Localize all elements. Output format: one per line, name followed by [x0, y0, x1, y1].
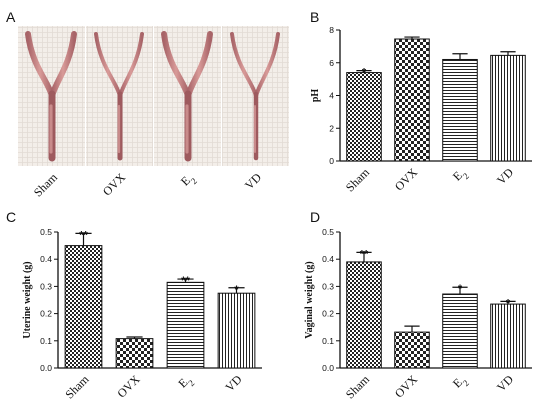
specimen-photo: Sham OVX E2 VD [18, 26, 289, 199]
error-bar-sham [75, 232, 92, 246]
error-bar-e2 [452, 53, 468, 60]
y-tick-label: 8 [329, 25, 334, 35]
error-bar-ovx [126, 336, 143, 339]
x-tick-label-ovx: OVX [114, 372, 143, 401]
significance-e2: * [458, 283, 463, 295]
significance-vd: * [234, 284, 239, 296]
y-tick-label: 0.4 [322, 254, 334, 264]
y-tick-label: 0.2 [40, 309, 52, 319]
significance-sham: * [362, 67, 367, 79]
panel-label-b: B [310, 9, 319, 25]
y-tick-label: 2 [329, 123, 334, 133]
x-tick-label-e2: E2 [175, 372, 196, 393]
bar-sham [346, 261, 382, 369]
error-bar-sham [356, 251, 372, 262]
y-tick-label: 0.0 [40, 363, 52, 373]
error-bar-ovx [404, 36, 420, 40]
y-tick-label: 0.2 [322, 309, 334, 319]
specimen-sham [18, 26, 85, 166]
y-tick-label: 0.3 [40, 281, 52, 291]
y-tick-label: 0.1 [322, 336, 334, 346]
error-bar-e2 [452, 286, 468, 295]
panel-label-d: D [310, 209, 320, 225]
specimen-vd [222, 26, 289, 166]
y-tick-label: 4 [329, 91, 334, 101]
panel-label-a: A [6, 9, 16, 25]
y-tick-label: 0 [329, 156, 334, 166]
y-tick-label: 0.3 [322, 281, 334, 291]
y-axis-label: Uterine weight (g) [22, 261, 33, 338]
bar-vd [490, 54, 526, 162]
x-tick-label-sham: Sham [62, 372, 92, 402]
x-tick-label-ovx: OVX [392, 372, 421, 401]
x-tick-label-vd: VD [222, 372, 244, 394]
photo-label-ovx: OVX [100, 170, 129, 199]
photo-label-e2: E2 [178, 170, 199, 191]
error-bar-vd [500, 51, 516, 56]
bar-ovx [394, 38, 430, 162]
chart-b: 0 2 4 6 8 pH * Sham OVX E2 VD [310, 25, 532, 194]
photo-label-vd: VD [242, 170, 264, 192]
significance-vd: * [506, 297, 511, 309]
panel-label-c: C [6, 209, 16, 225]
bar-e2 [442, 293, 478, 369]
significance-sham: ** [79, 229, 88, 241]
error-bar-vd [228, 287, 245, 294]
y-axis-label: Vaginal weight (g) [304, 261, 315, 338]
significance-sham: ** [360, 248, 369, 260]
bar-vd [490, 303, 526, 369]
chart-c: 0.0 0.1 0.2 0.3 0.4 0.5 Uterine weight (g) ** Sh… [22, 227, 262, 401]
x-tick-label-vd: VD [494, 165, 516, 187]
y-tick-label: 0.5 [322, 227, 334, 237]
error-bar-e2 [177, 278, 194, 283]
bar-ovx [115, 338, 154, 369]
bar-vd [217, 292, 256, 369]
y-tick-label: 0.5 [40, 227, 52, 237]
photo-label-sham: Sham [31, 170, 61, 200]
bar-sham [64, 245, 103, 369]
y-tick-label: 0.1 [40, 336, 52, 346]
error-bar-sham [356, 70, 372, 73]
specimen-e2 [154, 26, 221, 166]
x-tick-label-sham: Sham [343, 165, 373, 195]
panel-b: B 0 2 4 6 8 pH * Sham OVX E2 VD [310, 9, 532, 194]
x-tick-label-ovx: OVX [392, 165, 421, 194]
specimen-ovx [86, 26, 153, 166]
y-tick-label: 6 [329, 58, 334, 68]
significance-e2: ** [181, 275, 190, 287]
bar-sham [346, 72, 382, 162]
y-axis-label: pH [310, 89, 321, 103]
y-tick-label: 0.4 [40, 254, 52, 264]
bar-ovx [394, 331, 430, 369]
error-bar-vd [500, 300, 516, 305]
x-tick-label-e2: E2 [450, 372, 471, 393]
bar-e2 [442, 58, 478, 162]
bar-e2 [166, 281, 205, 369]
x-tick-label-vd: VD [494, 372, 516, 394]
x-tick-label-sham: Sham [343, 372, 373, 402]
panel-a: A Sham OVX E2 VD [6, 9, 289, 199]
y-tick-label: 0.0 [322, 363, 334, 373]
error-bar-ovx [404, 325, 420, 333]
x-tick-label-e2: E2 [450, 165, 471, 186]
